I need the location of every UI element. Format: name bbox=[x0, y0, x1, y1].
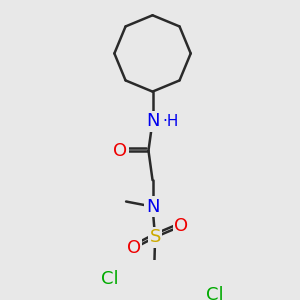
Text: ·H: ·H bbox=[163, 114, 179, 129]
Text: O: O bbox=[113, 142, 128, 160]
Text: N: N bbox=[146, 198, 159, 216]
Text: O: O bbox=[127, 239, 141, 257]
Text: Cl: Cl bbox=[101, 270, 119, 288]
Text: O: O bbox=[175, 217, 189, 235]
Text: methyl: methyl bbox=[126, 200, 131, 202]
Text: S: S bbox=[149, 228, 161, 246]
Text: Cl: Cl bbox=[206, 286, 224, 300]
Text: N: N bbox=[146, 112, 159, 130]
